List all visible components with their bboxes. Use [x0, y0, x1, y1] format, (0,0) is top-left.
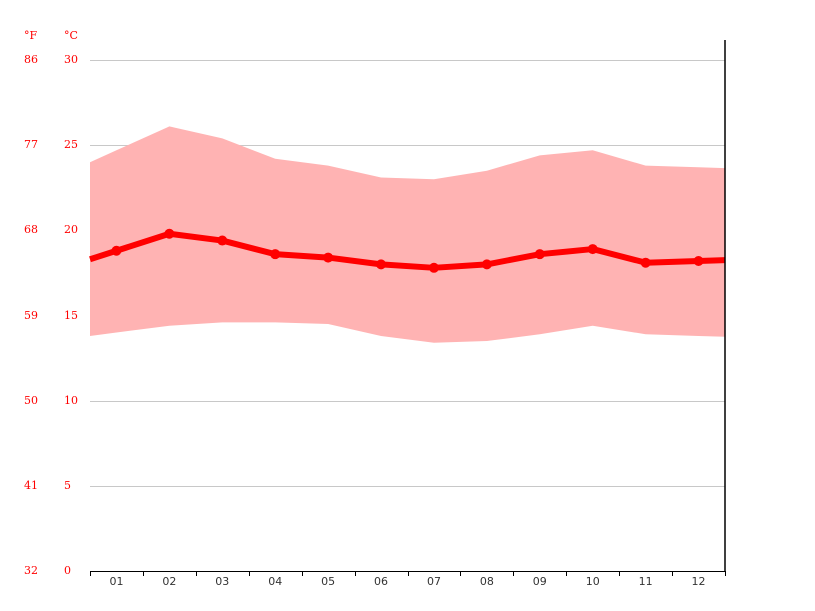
x-label-month: 03 [215, 575, 230, 588]
y-label-celsius: 20 [64, 223, 78, 237]
x-label-month: 04 [268, 575, 283, 588]
mean-point [217, 235, 228, 246]
mean-point [323, 252, 334, 263]
mean-point [587, 244, 598, 255]
x-label-month: 08 [479, 575, 494, 588]
y-label-celsius: 10 [64, 393, 78, 407]
x-label-month: 11 [638, 575, 653, 588]
y-label-fahrenheit: 50 [24, 393, 38, 407]
mean-point [693, 255, 704, 266]
y-label-fahrenheit: 32 [24, 564, 38, 577]
y-label-celsius: 0 [64, 564, 71, 577]
mean-point [164, 228, 175, 239]
y-label-fahrenheit: 77 [24, 138, 38, 152]
y-label-celsius: 25 [64, 138, 78, 152]
x-label-month: 06 [374, 575, 389, 588]
x-axis-ticks [90, 571, 726, 576]
x-label-month: 12 [691, 575, 706, 588]
mean-temperature-points [111, 228, 704, 273]
y-label-celsius: 5 [64, 478, 71, 492]
unit-celsius: °C [64, 29, 78, 42]
x-label-month: 02 [162, 575, 177, 588]
mean-temperature-line [89, 230, 726, 271]
min-max-band [90, 126, 725, 343]
y-label-fahrenheit: 68 [24, 223, 38, 237]
mean-point [376, 259, 387, 270]
x-label-month: 10 [585, 575, 600, 588]
x-label-month: 05 [321, 575, 336, 588]
mean-point [270, 249, 281, 260]
x-label-month: 09 [532, 575, 547, 588]
x-label-month: 07 [426, 575, 441, 588]
mean-point [111, 245, 122, 256]
mean-point [640, 257, 651, 268]
mean-point [428, 262, 439, 273]
y-label-celsius: 30 [64, 53, 78, 66]
y-label-celsius: 15 [64, 308, 78, 322]
y-label-fahrenheit: 59 [24, 308, 38, 322]
unit-fahrenheit: °F [24, 29, 38, 42]
y-label-fahrenheit: 41 [24, 478, 38, 492]
mean-point [481, 259, 492, 270]
mean-point [534, 249, 545, 260]
x-label-month: 01 [109, 575, 124, 588]
y-label-fahrenheit: 86 [24, 53, 38, 66]
